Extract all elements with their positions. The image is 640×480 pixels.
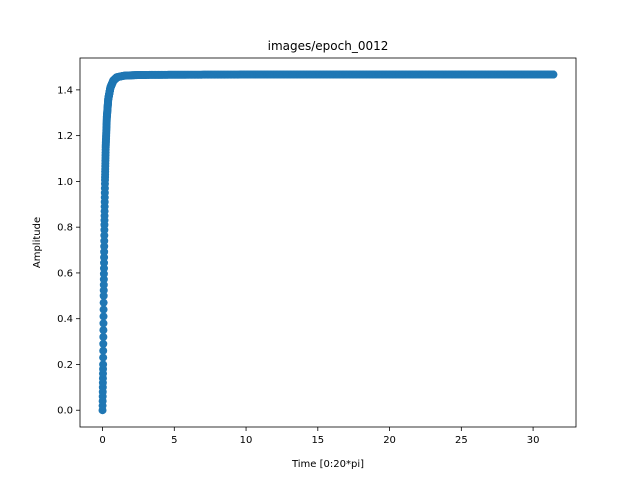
y-tick-label: 0.8 bbox=[57, 223, 73, 234]
x-tick-label: 25 bbox=[455, 435, 468, 446]
data-point bbox=[99, 298, 108, 307]
data-point bbox=[99, 346, 108, 355]
x-tick-label: 15 bbox=[311, 435, 324, 446]
data-point bbox=[549, 70, 558, 79]
data-point bbox=[99, 312, 108, 321]
plot-frame bbox=[79, 57, 577, 428]
y-tick-label: 1.2 bbox=[57, 131, 73, 142]
data-point bbox=[100, 231, 109, 240]
data-point bbox=[99, 326, 108, 335]
data-point bbox=[99, 339, 108, 348]
data-point bbox=[99, 360, 108, 369]
y-tick-label: 0.4 bbox=[57, 314, 73, 325]
x-tick-label: 30 bbox=[527, 435, 540, 446]
y-tick-label: 0.0 bbox=[57, 406, 73, 417]
y-tick-label: 0.2 bbox=[57, 360, 73, 371]
x-tick-label: 5 bbox=[171, 435, 177, 446]
x-tick-label: 0 bbox=[99, 435, 105, 446]
data-point bbox=[99, 305, 108, 314]
x-axis: 0 5 10 15 20 25 30 bbox=[99, 427, 539, 446]
y-tick-label: 1.4 bbox=[57, 85, 73, 96]
y-axis: 0.0 0.2 0.4 0.6 0.8 1.0 1.2 1.4 bbox=[57, 85, 80, 417]
data-point bbox=[99, 319, 108, 328]
x-tick-label: 10 bbox=[240, 435, 253, 446]
y-axis-label: Amplitude bbox=[32, 217, 43, 268]
data-points bbox=[98, 70, 558, 415]
data-point bbox=[99, 333, 108, 341]
x-axis-label: Time [0:20*pi] bbox=[291, 459, 364, 470]
data-point bbox=[99, 353, 108, 362]
chart-title: images/epoch_0012 bbox=[268, 39, 389, 53]
x-tick-label: 20 bbox=[383, 435, 396, 446]
y-tick-label: 0.6 bbox=[57, 268, 73, 279]
data-point bbox=[100, 258, 109, 267]
data-point bbox=[99, 291, 108, 300]
y-tick-label: 1.0 bbox=[57, 177, 73, 188]
